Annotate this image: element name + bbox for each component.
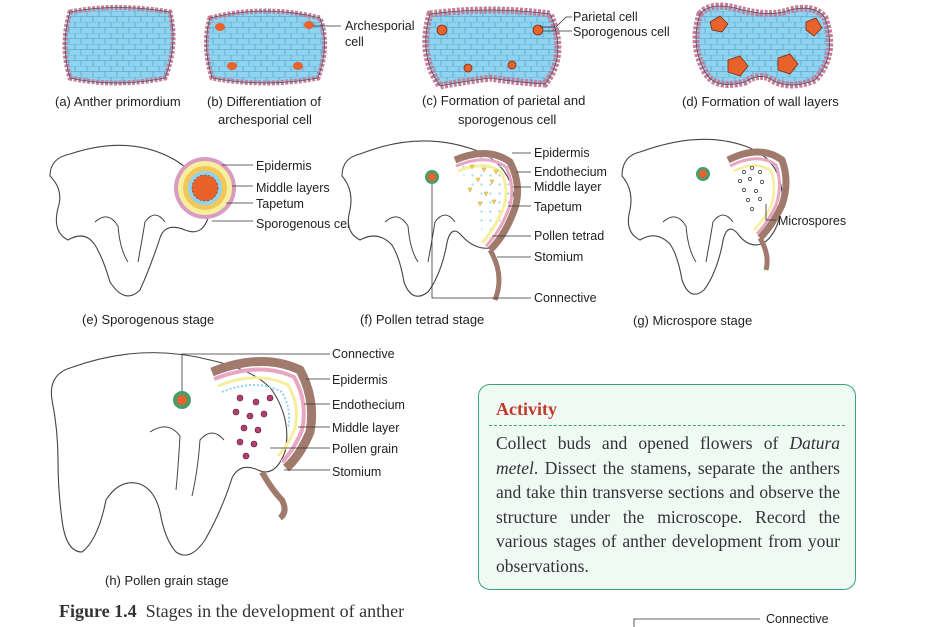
f-tapetum-label: Tapetum (534, 200, 582, 214)
microspore-stage: Microspores (621, 138, 846, 295)
e-sporogenous-cell-label: Sporogenous cell (256, 217, 353, 231)
sporogenous-stage: Epidermis Middle layers Tapetum Sporogen… (49, 144, 353, 297)
g-microspores-label: Microspores (778, 214, 846, 228)
caption-b-line2: archesporial cell (218, 112, 312, 127)
archesporial-label-2: cell (345, 35, 364, 49)
f-middle-layer-label: Middle layer (534, 180, 601, 194)
pollen-grain-stage: Connective Epidermis Endothecium Middle … (50, 347, 405, 556)
figure-title: Stages in the development of anther (145, 601, 405, 621)
h-middle-layer-label: Middle layer (332, 421, 399, 435)
caption-a: (a) Anther primordium (55, 94, 181, 109)
e-tapetum-label: Tapetum (256, 197, 304, 211)
wall-layer-formation (692, 2, 834, 89)
caption-h: (h) Pollen grain stage (105, 573, 229, 588)
anther-primordium (62, 5, 176, 86)
archesporial-cell-1 (215, 23, 225, 31)
f-stomium-label: Stomium (534, 250, 583, 264)
h-epidermis-label: Epidermis (332, 373, 388, 387)
activity-box: Activity Collect buds and opened flowers… (478, 384, 856, 590)
f-epidermis-label: Epidermis (534, 146, 590, 160)
parietal-cell-label: Parietal cell (573, 10, 638, 24)
activity-title: Activity (496, 399, 557, 419)
caption-b-line1: (b) Differentiation of (207, 94, 321, 109)
h-pollen-grain-label: Pollen grain (332, 442, 398, 456)
f-connective-label: Connective (534, 291, 597, 305)
caption-f: (f) Pollen tetrad stage (360, 312, 484, 327)
e-epidermis-label: Epidermis (256, 159, 312, 173)
caption-e: (e) Sporogenous stage (82, 312, 214, 327)
pollen-tetrad-stage: Epidermis Endothecium Middle layer Tapet… (341, 140, 607, 305)
activity-text-1: Collect buds and opened flowers of (496, 433, 790, 453)
activity-text-2: . Dissect the stamens, separate the anth… (496, 457, 840, 576)
sporogenous-cell-label-c: Sporogenous cell (573, 25, 670, 39)
activity-text: Collect buds and opened flowers of Datur… (496, 431, 840, 578)
caption-d: (d) Formation of wall layers (682, 94, 839, 109)
e-middle-layers-label: Middle layers (256, 181, 330, 195)
figure-caption: Figure 1.4 Stages in the development of … (59, 601, 404, 622)
f-endothecium-label: Endothecium (534, 165, 607, 179)
archesporial-cell-3 (227, 62, 237, 70)
caption-g: (g) Microspore stage (633, 313, 752, 328)
caption-c-line2: sporogenous cell (458, 112, 556, 127)
h-stomium-label: Stomium (332, 465, 381, 479)
archesporial-label-1: Archesporial (345, 19, 414, 33)
caption-c-line1: (c) Formation of parietal and (422, 93, 585, 108)
archesporial-differentiation: Archesporial cell (204, 8, 414, 86)
h-endothecium-label: Endothecium (332, 398, 405, 412)
bottom-connective-label: Connective (766, 612, 829, 626)
figure-number: Figure 1.4 (59, 601, 137, 621)
activity-species: Datura metel (496, 433, 840, 478)
activity-divider (489, 425, 845, 426)
archesporial-cell-4 (293, 62, 303, 70)
archesporial-cell-2 (304, 21, 314, 29)
parietal-sporogenous-formation: Parietal cell Sporogenous cell (422, 6, 670, 90)
h-connective-label: Connective (332, 347, 395, 361)
f-pollen-tetrad-label: Pollen tetrad (534, 229, 604, 243)
